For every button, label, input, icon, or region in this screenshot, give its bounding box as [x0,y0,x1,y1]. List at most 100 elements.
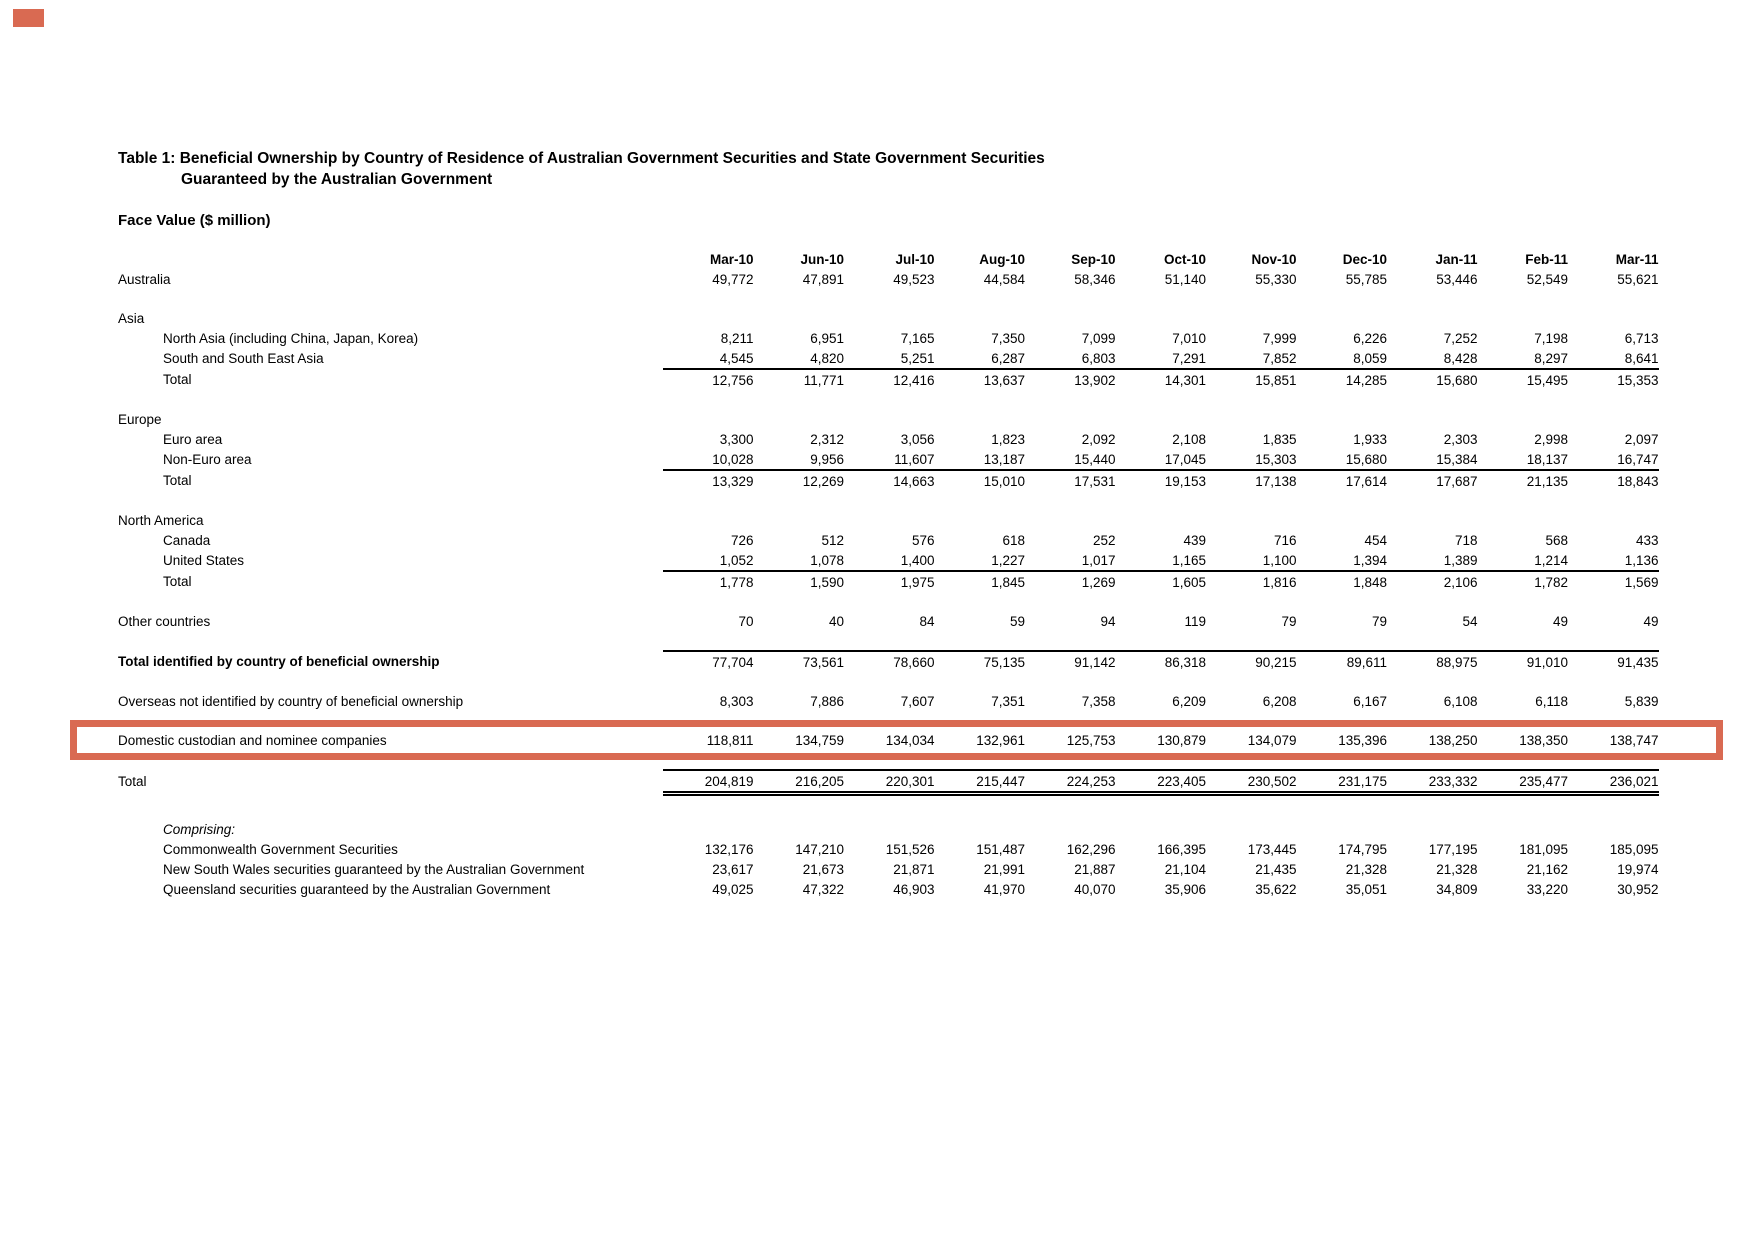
row-label: Domestic custodian and nominee companies [118,732,387,748]
cell-value: 94 [1100,613,1116,629]
cell-value: 1,816 [1262,574,1297,590]
cell-value: 1,848 [1353,574,1387,590]
cell-value [1116,308,1207,328]
cell-value: 15,680 [1296,449,1387,471]
cell-value [1206,409,1297,429]
row-label: Total [118,774,147,790]
cell-value: 16,747 [1568,449,1659,471]
cell-value: 1,400 [844,550,935,572]
cell-value: 15,851 [1255,372,1297,388]
spacer-row [118,390,1659,409]
cell-value: 52,549 [1526,271,1568,287]
cell-value [844,819,935,839]
cell-value: 1,590 [810,574,844,590]
cell-value: 204,819 [663,769,754,796]
table-row: Non-Euro area 10,028 9,956 11,607 13,187 15,4… [118,449,1659,471]
cell-value [1025,308,1116,328]
cell-value: 236,021 [1568,769,1659,796]
cell-value: 1,017 [1025,550,1116,572]
cell-value: 78,660 [844,650,935,672]
cell-value [1478,308,1569,328]
cell-value [663,819,754,839]
cell-value: 21,104 [1164,861,1206,877]
table-row-highlighted: Domestic custodian and nominee companies… [118,730,1659,750]
cell-value: 3,056 [900,431,935,447]
cell-value: 14,663 [893,473,935,489]
cell-value: 13,637 [983,372,1025,388]
cell-value [1116,409,1207,429]
cell-value: 224,253 [1025,769,1116,796]
cell-value [754,510,845,530]
cell-value: 6,167 [1353,693,1387,709]
cell-value [1387,308,1478,328]
cell-value: 84 [919,613,935,629]
cell-value: 15,495 [1526,372,1568,388]
cell-value [1568,409,1659,429]
row-label: Comprising: [163,821,236,837]
cell-value: 33,220 [1526,881,1568,897]
cell-value [1387,409,1478,429]
cell-value: 7,358 [1081,693,1116,709]
cell-value [1478,409,1569,429]
cell-value: 1,605 [1172,574,1206,590]
cell-value: 7,350 [991,330,1025,346]
cell-value: 7,886 [810,693,844,709]
cell-value: 54 [1462,613,1478,629]
cell-value: 34,809 [1436,881,1478,897]
cell-value: 17,687 [1436,473,1478,489]
row-label: Total identified by country of beneficia… [118,654,440,669]
table-row: Euro area 3,300 2,312 3,056 1,823 2,092 2,108 1… [118,429,1659,449]
cell-value [1206,819,1297,839]
table-title-line1: Table 1: Beneficial Ownership by Country… [118,150,1045,167]
cell-value: 75,135 [934,650,1025,672]
cell-value [1025,409,1116,429]
spacer-row [118,289,1659,308]
cell-value [1025,819,1116,839]
cell-value: 6,209 [1172,693,1206,709]
cell-value [1206,308,1297,328]
cell-value: 51,140 [1164,271,1206,287]
column-header: Mar-11 [1615,251,1659,267]
cell-value: 174,795 [1338,841,1387,857]
spacer-row [118,794,1659,820]
cell-value: 7,999 [1262,330,1297,346]
cell-value [1387,819,1478,839]
cell-value: 21,328 [1436,861,1478,877]
cell-value: 220,301 [844,769,935,796]
cell-value: 15,010 [983,473,1025,489]
cell-value: 21,673 [802,861,844,877]
cell-value: 132,961 [976,732,1025,748]
cell-value: 13,187 [934,449,1025,471]
table-row: Europe [118,409,1659,429]
column-header: Aug-10 [979,251,1025,267]
cell-value: 19,153 [1164,473,1206,489]
cell-value: 185,095 [1609,841,1659,857]
cell-value: 17,138 [1255,473,1297,489]
cell-value [1025,510,1116,530]
cell-value: 91,010 [1477,650,1568,672]
cell-value: 44,584 [983,271,1025,287]
cell-value: 12,416 [893,372,935,388]
cell-value [754,308,845,328]
cell-value [1297,308,1388,328]
cell-value: 8,428 [1387,348,1478,370]
cell-value [1568,819,1659,839]
cell-value: 49 [1552,613,1568,629]
cell-value: 138,250 [1428,732,1478,748]
cell-value: 1,394 [1296,550,1387,572]
row-label: United States [163,553,245,568]
cell-value: 8,211 [720,330,754,346]
cell-value: 6,951 [810,330,844,346]
cell-value: 2,097 [1624,431,1659,447]
cell-value: 10,028 [663,449,754,471]
row-label: Other countries [118,613,211,629]
cell-value: 2,312 [810,431,844,447]
cell-value: 512 [821,532,844,548]
cell-value: 40 [828,613,844,629]
cell-value [1206,510,1297,530]
cell-value: 252 [1092,532,1116,548]
cell-value: 55,330 [1255,271,1297,287]
cell-value: 6,713 [1624,330,1659,346]
cell-value: 30,952 [1617,881,1659,897]
cell-value: 46,903 [893,881,935,897]
